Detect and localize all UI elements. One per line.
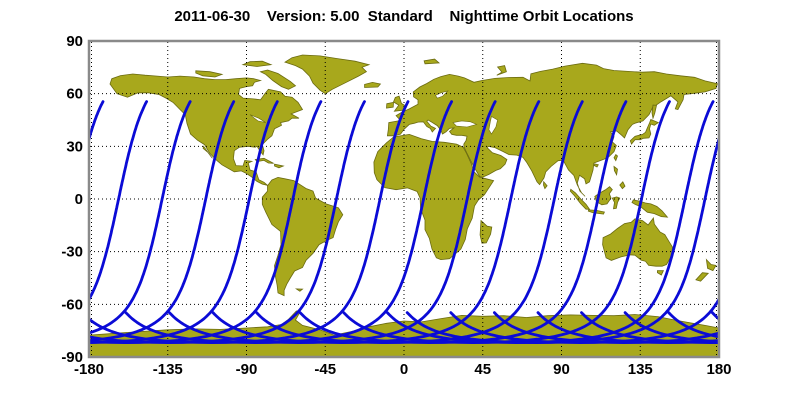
land-philippines_mindanao xyxy=(619,181,626,190)
land-baja xyxy=(202,145,213,159)
x-axis-label: 180 xyxy=(706,361,731,378)
plot-title: 2011-06-30 Version: 5.00 Standard Nightt… xyxy=(174,8,634,25)
land-iceland xyxy=(364,81,382,88)
x-axis-label: 90 xyxy=(553,361,570,378)
x-axis-label: -90 xyxy=(236,361,258,378)
orbit-track xyxy=(89,100,236,342)
land-ellesmere xyxy=(241,60,273,67)
land-south_america xyxy=(261,176,344,297)
land-hainan xyxy=(593,163,599,168)
land-greenland xyxy=(284,54,371,95)
land-tasmania xyxy=(657,270,665,276)
land-baffin xyxy=(259,69,297,90)
land-borneo xyxy=(594,186,613,206)
y-axis-label: 0 xyxy=(75,191,83,208)
lake-great_lakes xyxy=(249,114,266,123)
land-sakhalin xyxy=(651,104,657,120)
land-ireland xyxy=(386,101,394,109)
plot-frame xyxy=(87,39,721,359)
x-axis-label: -135 xyxy=(153,361,183,378)
x-axis-label: -45 xyxy=(314,361,336,378)
land-japan xyxy=(629,118,660,145)
y-axis-label: 30 xyxy=(66,138,83,155)
y-axis-label: -60 xyxy=(61,296,83,313)
lake-caspian_sea xyxy=(488,116,498,135)
land-philippines_luzon xyxy=(613,165,618,177)
land-sumatra xyxy=(569,188,591,210)
orbit-track xyxy=(385,100,715,344)
lake-baltic_sea xyxy=(435,90,449,99)
orbit-track xyxy=(342,100,671,344)
land-sri_lanka xyxy=(543,180,548,190)
land-taiwan xyxy=(613,153,618,162)
x-axis-label: -180 xyxy=(74,361,104,378)
y-axis-label: -90 xyxy=(61,349,83,366)
y-axis-label: 90 xyxy=(66,33,83,50)
land-north_america xyxy=(109,73,304,186)
land-sulawesi xyxy=(611,196,621,210)
land-hispaniola xyxy=(274,163,285,169)
orbit-track xyxy=(89,100,148,302)
land-svalbard xyxy=(423,58,441,65)
land-falklands xyxy=(294,288,304,292)
land-africa xyxy=(373,133,495,261)
x-axis-label: 0 xyxy=(400,361,408,378)
land-nz_north xyxy=(705,258,717,272)
land-eurasia xyxy=(386,62,718,197)
y-axis-label: -30 xyxy=(61,244,83,261)
x-axis-label: 135 xyxy=(628,361,653,378)
orbit-track xyxy=(89,100,192,335)
lake-black_sea xyxy=(452,120,478,128)
land-victoria xyxy=(195,70,224,78)
x-axis-label: 45 xyxy=(474,361,491,378)
land-nz_south xyxy=(695,272,710,282)
y-axis-label: 60 xyxy=(66,86,83,103)
land-novaya_zemlya xyxy=(496,65,507,76)
